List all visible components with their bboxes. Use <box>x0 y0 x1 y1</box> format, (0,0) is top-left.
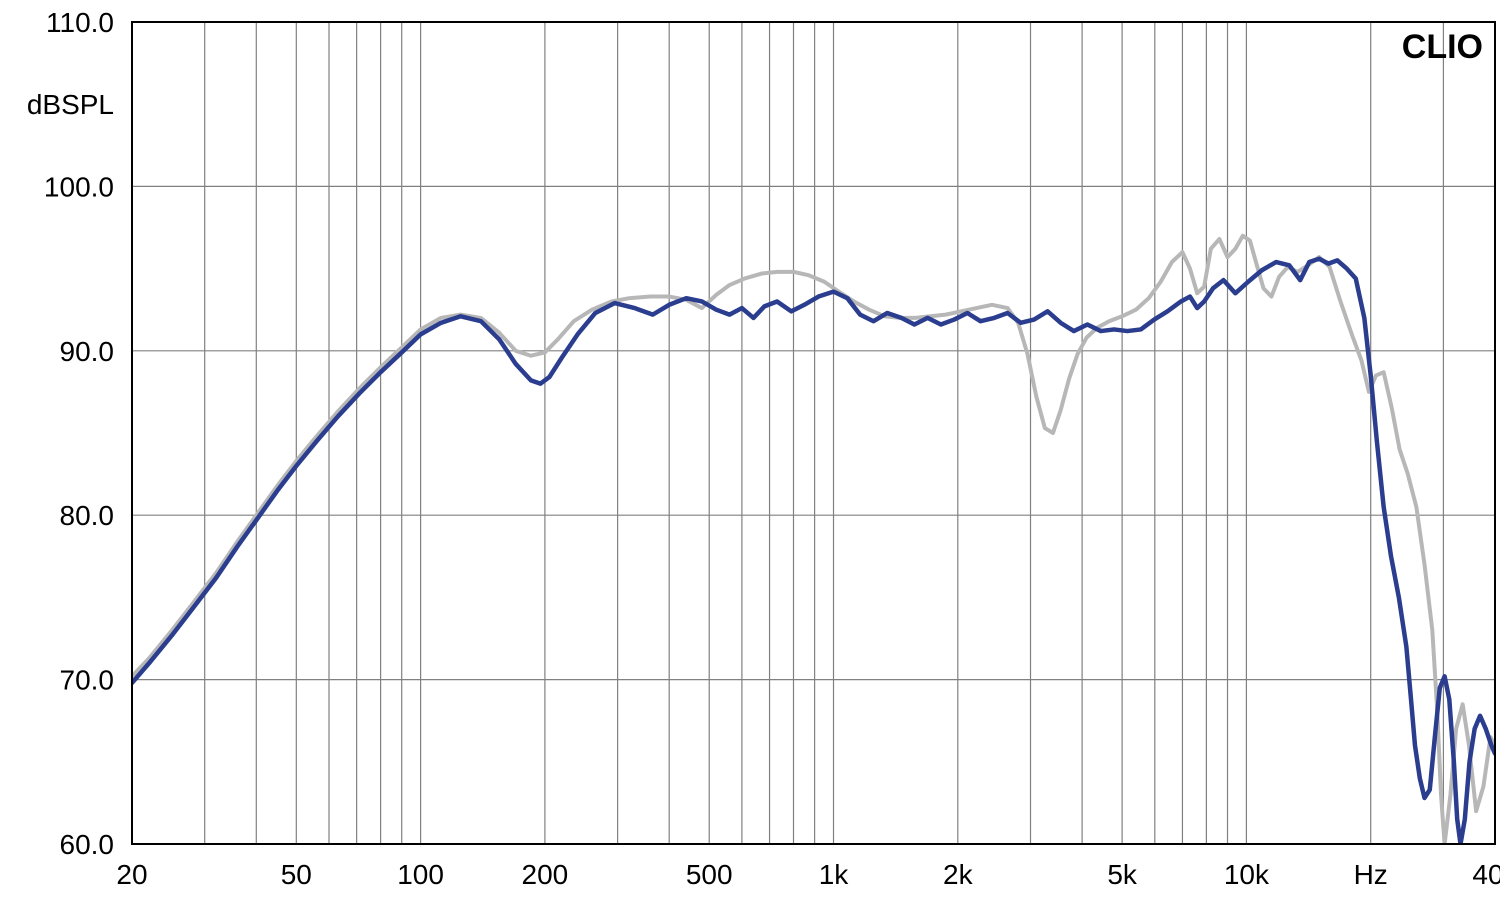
x-tick-label: 50 <box>281 859 312 890</box>
y-tick-label: 110.0 <box>46 7 114 38</box>
chart-bg <box>0 0 1500 899</box>
y-tick-label: 90.0 <box>60 336 115 367</box>
watermark: CLIO <box>1402 28 1483 66</box>
x-tick-label: 2k <box>943 859 974 890</box>
y-tick-label: 70.0 <box>60 665 115 696</box>
x-tick-label: Hz <box>1354 859 1388 890</box>
y-tick-label: 80.0 <box>60 500 115 531</box>
x-tick-label: 200 <box>522 859 569 890</box>
frequency-response-chart: 20 50 100 200 500 1k 2k 5k 10k Hz 40k 60.0 70.0 80.0 9… <box>0 0 1500 899</box>
y-tick-label: 60.0 <box>60 829 115 860</box>
x-tick-label: 10k <box>1224 859 1270 890</box>
x-tick-label: 20 <box>116 859 147 890</box>
x-tick-label: 100 <box>397 859 444 890</box>
y-axis-label: dBSPL <box>27 89 114 120</box>
x-tick-label: 40k <box>1472 859 1500 890</box>
y-tick-label: 100.0 <box>44 171 114 202</box>
x-tick-label: 500 <box>686 859 733 890</box>
x-tick-label: 5k <box>1107 859 1138 890</box>
x-tick-label: 1k <box>819 859 850 890</box>
